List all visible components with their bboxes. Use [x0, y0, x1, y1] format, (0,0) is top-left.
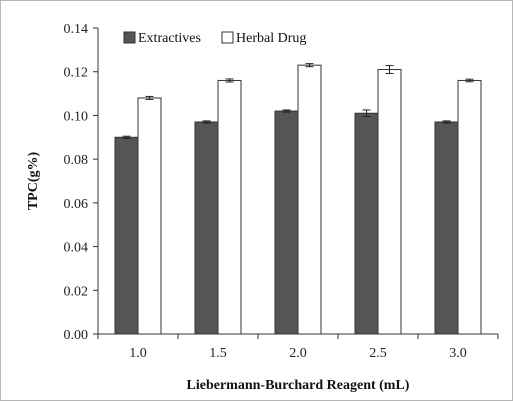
legend-swatch-extractives	[123, 31, 136, 44]
bar-extractives	[434, 121, 459, 335]
legend-swatch-herbal-drug	[221, 31, 234, 44]
legend-label-herbal-drug: Herbal Drug	[236, 31, 306, 46]
y-tick-label: 0.00	[64, 328, 89, 343]
bar-herbal-drug	[137, 97, 162, 335]
x-tick-label: 3.0	[449, 346, 467, 361]
x-tick-label: 1.5	[209, 346, 227, 361]
y-axis-title: TPC(g%)	[26, 152, 41, 211]
x-axis-title: Liebermann-Burchard Reagent (mL)	[187, 378, 410, 393]
x-axis-ticks: 1.0 1.5 2.0 2.5 3.0	[97, 334, 499, 361]
bar-herbal-drug	[457, 79, 482, 335]
error-bar-extractives	[202, 120, 211, 124]
legend: Extractives Herbal Drug	[123, 31, 306, 46]
bar-extractives	[114, 136, 139, 335]
bar-extractives	[194, 121, 219, 335]
y-tick-label: 0.06	[64, 197, 89, 212]
bar-extractives	[274, 110, 299, 335]
x-tick-label: 2.5	[369, 346, 387, 361]
error-bar-extractives	[122, 135, 131, 139]
error-bar-herbal-drug	[385, 65, 394, 74]
y-tick-label: 0.08	[64, 153, 89, 168]
error-bar-extractives	[282, 109, 291, 113]
bars	[114, 64, 482, 335]
bar-herbal-drug	[297, 64, 322, 335]
bar-herbal-drug	[217, 79, 242, 335]
y-tick-label: 0.02	[64, 284, 89, 299]
bar-herbal-drug	[377, 69, 402, 335]
error-bar-herbal-drug	[145, 95, 154, 100]
legend-label-extractives: Extractives	[138, 31, 201, 46]
y-tick-label: 0.14	[64, 22, 89, 37]
x-tick-label: 2.0	[289, 346, 307, 361]
y-tick-label: 0.12	[64, 66, 89, 81]
error-bar-herbal-drug	[465, 78, 474, 83]
bar-extractives	[354, 112, 379, 335]
y-tick-label: 0.10	[64, 109, 89, 124]
error-bar-extractives	[442, 120, 451, 124]
error-bar-herbal-drug	[305, 63, 314, 68]
error-bars	[122, 63, 474, 139]
y-axis-ticks: 0.00 0.02 0.04 0.06 0.08 0.10 0.12 0.14	[64, 22, 98, 343]
x-tick-label: 1.0	[129, 346, 147, 361]
error-bar-extractives	[362, 109, 371, 118]
error-bar-herbal-drug	[225, 78, 234, 83]
y-tick-label: 0.04	[64, 241, 89, 256]
